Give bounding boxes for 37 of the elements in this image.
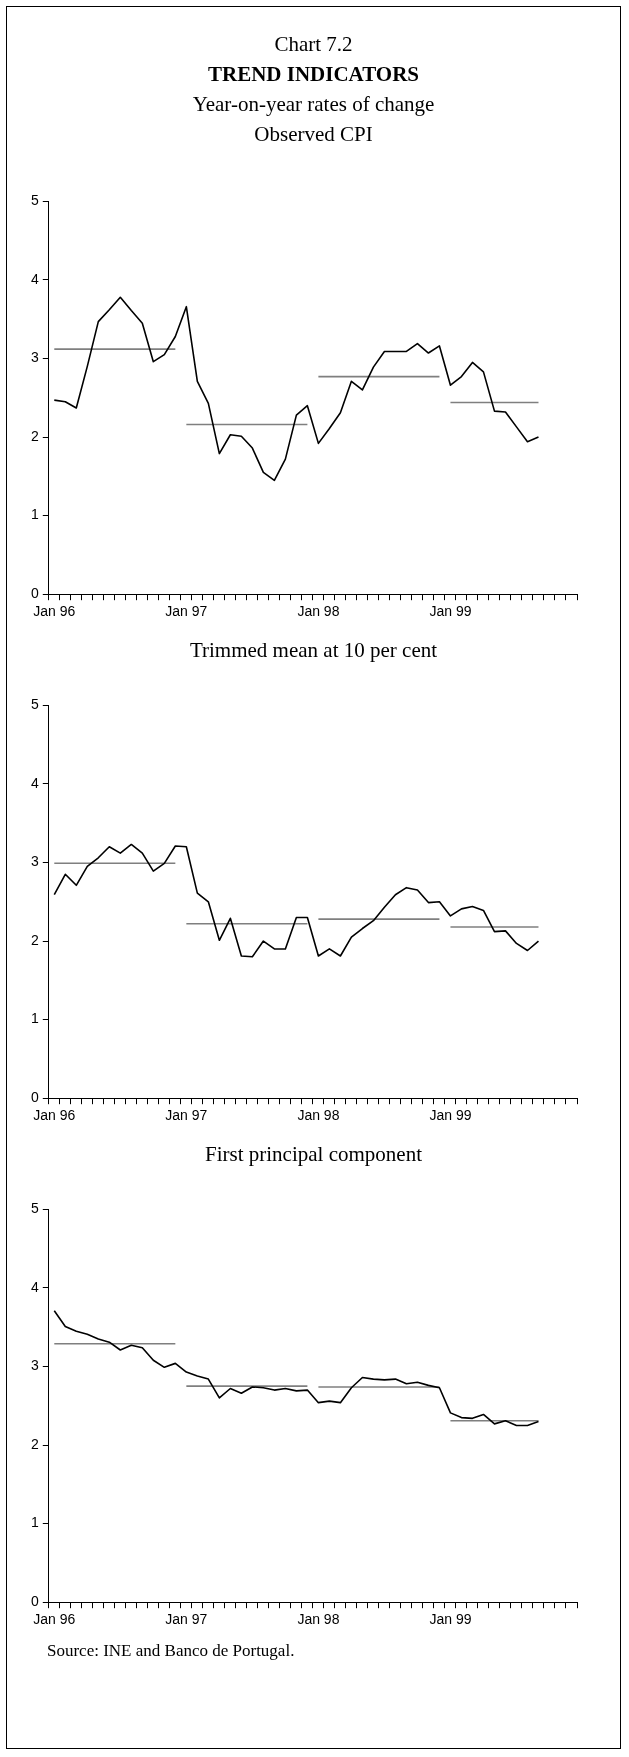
x-tick-label: Jan 97	[165, 1107, 208, 1124]
text: Chart 7.2	[273, 31, 354, 58]
x-tick-label: Jan 98	[297, 1611, 340, 1628]
y-tick-label: 3	[30, 1357, 39, 1374]
y-tick-label: 0	[30, 1593, 39, 1610]
y-tick-label: 4	[30, 270, 39, 287]
y-tick-label: 1	[30, 1010, 39, 1027]
y-tick-label: 4	[30, 1278, 39, 1295]
text: TREND INDICATORS	[207, 61, 420, 88]
x-tick-label: Jan 96	[33, 1107, 76, 1124]
text: Year-on-year rates of change	[191, 91, 436, 118]
x-tick-label: Jan 97	[165, 603, 208, 620]
chart-title: Trimmed mean at 10 per cent	[188, 637, 439, 664]
chart-title: First principal component	[204, 1141, 423, 1168]
x-tick-label: Jan 99	[429, 1611, 472, 1628]
y-tick-label: 1	[30, 506, 39, 523]
x-tick-label: Jan 98	[297, 603, 340, 620]
y-tick-label: 1	[30, 1514, 39, 1531]
y-tick-label: 5	[30, 192, 39, 209]
x-tick-label: Jan 96	[33, 1611, 76, 1628]
x-tick-label: Jan 99	[429, 1107, 472, 1124]
y-tick-label: 4	[30, 774, 39, 791]
y-tick-label: 2	[30, 427, 39, 444]
source-note: Source: INE and Banco de Portugal.	[46, 1641, 296, 1661]
x-tick-label: Jan 98	[297, 1107, 340, 1124]
y-tick-label: 5	[30, 696, 39, 713]
y-tick-label: 2	[30, 1435, 39, 1452]
chart-title: Observed CPI	[253, 121, 374, 148]
x-tick-label: Jan 96	[33, 603, 76, 620]
y-tick-label: 3	[30, 349, 39, 366]
x-tick-label: Jan 97	[165, 1611, 208, 1628]
y-tick-label: 0	[30, 585, 39, 602]
y-tick-label: 3	[30, 853, 39, 870]
y-tick-label: 0	[30, 1089, 39, 1106]
y-tick-label: 5	[30, 1200, 39, 1217]
x-tick-label: Jan 99	[429, 603, 472, 620]
y-tick-label: 2	[30, 931, 39, 948]
